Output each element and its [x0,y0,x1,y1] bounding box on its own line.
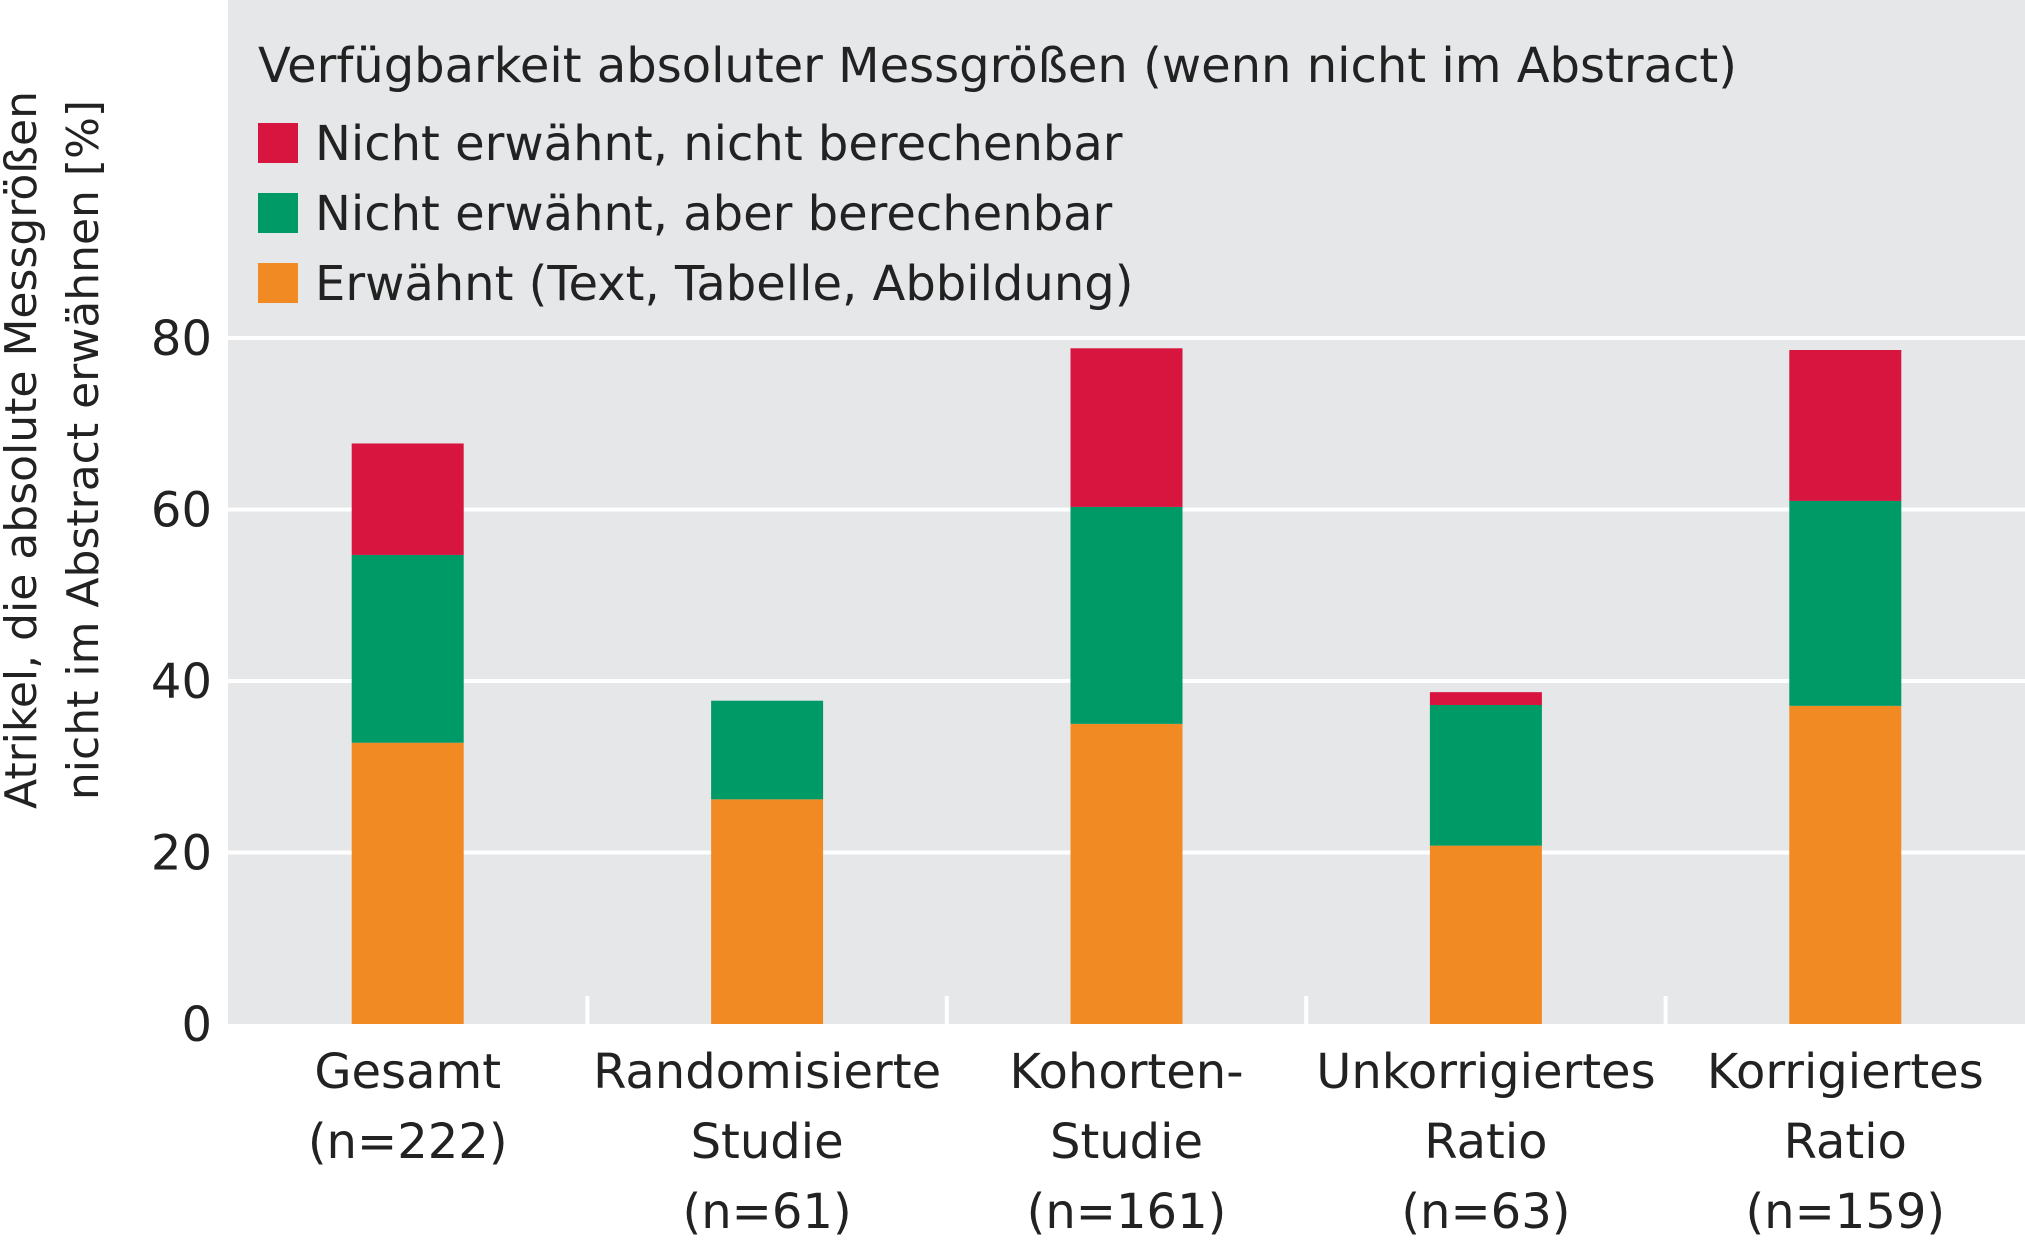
x-category-label-line: (n=222) [308,1114,508,1170]
y-tick-label: 0 [181,997,212,1053]
x-category-label-line: Ratio [1424,1114,1547,1170]
x-category-label: Kohorten- Studie (n=161) [1009,1044,1243,1240]
y-axis-title: Atrikel, die absolute Messgrößen nicht im… [0,91,109,809]
bar-segment [351,554,464,743]
bar-segment [1789,350,1902,501]
x-category-label-line: Ratio [1784,1114,1907,1170]
x-category-label-line: Kohorten- [1009,1044,1243,1100]
bar-segment [1429,705,1542,846]
x-category-label-line: (n=161) [1027,1184,1227,1240]
x-category-label: Gesamt (n=222) [308,1044,508,1170]
x-category-label-line: Gesamt [314,1044,501,1100]
bar-segment [1789,705,1902,1024]
legend-swatch [258,123,298,163]
x-category-label-line: Studie [1050,1114,1203,1170]
bar-segment [1789,500,1902,706]
x-category-label-line: Randomisierte [593,1044,941,1100]
x-axis-labels: Gesamt (n=222) Randomisierte Studie (n=61) Ko… [308,1044,1984,1240]
legend-label: Nicht erwähnt, aber berechenbar [315,186,1113,242]
legend-label: Nicht erwähnt, nicht berechenbar [315,116,1123,172]
bar-segment [351,742,464,1024]
y-tick-label: 80 [151,311,212,367]
bar-segment [1429,692,1542,706]
x-category-label: Korrigiertes Ratio (n=159) [1707,1044,1984,1240]
y-tick-label: 20 [151,826,212,882]
legend: Verfügbarkeit absoluter Messgrößen (wenn… [258,38,1737,312]
y-tick-label: 60 [151,483,212,539]
bar-segment [1070,506,1183,724]
x-category-label-line: Studie [691,1114,844,1170]
y-axis-ticks: 0 20 40 60 80 [151,311,212,1053]
bars [228,348,2025,1028]
bar-segment [1070,348,1183,507]
y-tick-label: 40 [151,654,212,710]
baseline [228,1024,2025,1028]
legend-title: Verfügbarkeit absoluter Messgrößen (wenn… [258,38,1737,94]
legend-swatch [258,263,298,303]
x-category-label: Randomisierte Studie (n=61) [593,1044,941,1240]
x-category-label-line: Korrigiertes [1707,1044,1984,1100]
y-axis-title-line: nicht im Abstract erwähnen [%] [58,100,109,800]
x-category-label-line: (n=159) [1745,1184,1945,1240]
x-category-label: Unkorrigiertes Ratio (n=63) [1316,1044,1655,1240]
x-category-label-line: (n=63) [1401,1184,1570,1240]
legend-swatch [258,193,298,233]
bar-segment [711,799,824,1024]
x-category-label-line: (n=61) [683,1184,852,1240]
bar-segment [711,700,824,800]
y-axis-title-line: Atrikel, die absolute Messgrößen [0,91,47,809]
legend-label: Erwähnt (Text, Tabelle, Abbildung) [315,256,1133,312]
bar-segment [1429,845,1542,1024]
category-separators [585,996,1668,1024]
y-axis-title-text: Atrikel, die absolute Messgrößen nicht im… [0,91,109,809]
bar-segment [351,443,464,555]
bar-segment [1070,723,1183,1024]
x-category-label-line: Unkorrigiertes [1316,1044,1655,1100]
